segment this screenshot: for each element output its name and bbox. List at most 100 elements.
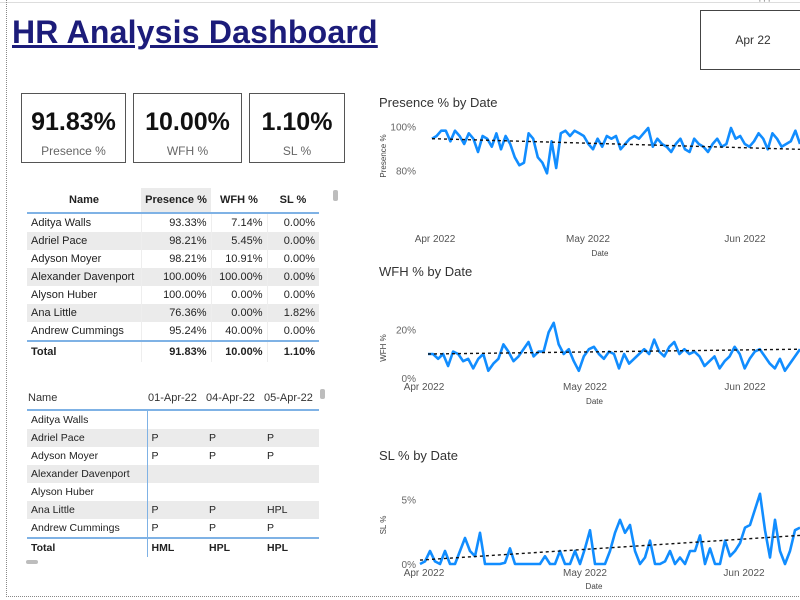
kpi-value: 91.83%: [31, 108, 116, 136]
table-row[interactable]: Alyson Huber: [27, 483, 319, 501]
x-axis-label: Date: [586, 397, 603, 406]
cell-status: P: [263, 429, 319, 447]
kpi-card-sl: 1.10% SL %: [249, 93, 345, 163]
sl-line-chart: 5% 0% SL % Apr 2022 May 2022 Jun 2022 Date: [379, 492, 800, 591]
canvas-border: [6, 0, 799, 597]
cell-name: Alyson Huber: [31, 486, 95, 498]
column-header-wfh[interactable]: WFH %: [211, 188, 267, 214]
table-row[interactable]: Ana Little 76.36% 0.00% 1.82%: [27, 304, 319, 322]
table-row[interactable]: Andrew Cummings P P P: [27, 519, 319, 538]
x-tick-label: Apr 2022: [404, 568, 445, 579]
y-tick-label: 0%: [402, 374, 417, 385]
cell-wfh: 10.91%: [210, 250, 267, 268]
cell-sl: 1.82%: [266, 304, 319, 322]
cell-presence: 93.33%: [140, 213, 211, 232]
cell-sl: 0.00%: [266, 268, 319, 286]
cell-wfh: 100.00%: [210, 268, 267, 286]
cell-wfh: 40.00%: [210, 322, 267, 341]
kpi-value: 1.10%: [261, 108, 333, 136]
cell-name: Adyson Moyer: [31, 253, 102, 265]
table-row[interactable]: Alexander Davenport 100.00% 100.00% 0.00%: [27, 268, 319, 286]
table2-scrollbar[interactable]: [320, 389, 325, 399]
cell-sl: 0.00%: [266, 286, 319, 304]
x-tick-label: Jun 2022: [723, 568, 765, 579]
x-tick-label: May 2022: [563, 568, 607, 579]
more-options-icon[interactable]: ···: [758, 0, 772, 7]
chart-title-sl: SL % by Date: [379, 448, 459, 463]
column-header-date[interactable]: 01-Apr-22: [147, 387, 205, 411]
total-sl: 1.10%: [266, 340, 319, 362]
kpi-label: Presence %: [41, 144, 106, 158]
month-slicer[interactable]: Apr 22: [700, 10, 800, 70]
column-header-presence[interactable]: Presence %: [141, 188, 211, 214]
cell-status: P: [267, 522, 275, 534]
cell-status: HPL: [263, 501, 319, 519]
column-header-name[interactable]: Name: [27, 188, 141, 214]
cell-name: Alexander Davenport: [27, 465, 147, 483]
column-header-sl[interactable]: SL %: [267, 188, 319, 214]
cell-sl: 0.00%: [266, 213, 319, 232]
cell-status: P: [205, 429, 263, 447]
table-row[interactable]: Andrew Cummings 95.24% 40.00% 0.00%: [27, 322, 319, 341]
column-header-name[interactable]: Name: [27, 387, 147, 411]
cell-presence: 95.24%: [140, 322, 211, 341]
total-wfh: 10.00%: [210, 340, 267, 362]
table-row[interactable]: Alexander Davenport: [27, 465, 319, 483]
table2-hscrollbar[interactable]: [26, 560, 38, 564]
kpi-value: 10.00%: [145, 108, 230, 136]
cell-name: Adriel Pace: [27, 429, 147, 447]
kpi-card-presence: 91.83% Presence %: [21, 93, 126, 163]
cell-wfh: 0.00%: [210, 286, 267, 304]
series-line[interactable]: [428, 321, 800, 373]
cell-status: P: [146, 501, 205, 519]
cell-wfh: 5.45%: [210, 232, 267, 250]
kpi-card-wfh: 10.00% WFH %: [133, 93, 242, 163]
cell-sl: 0.00%: [266, 250, 319, 268]
cell-name: Alyson Huber: [31, 289, 98, 301]
table-row[interactable]: Adriel Pace P P P: [27, 429, 319, 447]
cell-status: [146, 483, 205, 501]
table-row[interactable]: Adyson Moyer P P P: [27, 447, 319, 465]
presence-line-chart: 100% 80% Presence % Apr 2022 May 2022 Jun 202…: [379, 122, 800, 258]
cell-presence: 76.36%: [140, 304, 211, 322]
total-presence: 91.83%: [140, 340, 211, 362]
total-status: HML: [146, 537, 205, 557]
table-row[interactable]: Aditya Walls 93.33% 7.14% 0.00%: [27, 213, 319, 232]
column-header-date[interactable]: 05-Apr-22: [263, 387, 319, 411]
column-header-date[interactable]: 04-Apr-22: [205, 387, 263, 411]
x-tick-label: Jun 2022: [724, 382, 766, 393]
cell-status: P: [209, 522, 217, 534]
cell-wfh: 0.00%: [210, 304, 267, 322]
cell-name: Aditya Walls: [31, 414, 89, 426]
x-tick-label: Apr 2022: [404, 382, 445, 393]
x-tick-label: May 2022: [563, 382, 607, 393]
table-row[interactable]: Alyson Huber 100.00% 0.00% 0.00%: [27, 286, 319, 304]
table-row[interactable]: Ana Little P P HPL: [27, 501, 319, 519]
table-row[interactable]: Adyson Moyer 98.21% 10.91% 0.00%: [27, 250, 319, 268]
table-row[interactable]: Aditya Walls: [27, 410, 319, 429]
chart-title-wfh: WFH % by Date: [379, 264, 473, 279]
cell-name: Andrew Cummings: [31, 325, 124, 337]
total-status: HPL: [263, 537, 319, 557]
series-line[interactable]: [431, 126, 800, 175]
cell-status: P: [146, 519, 205, 538]
table1-scrollbar[interactable]: [333, 190, 338, 201]
x-tick-label: Jun 2022: [724, 234, 766, 245]
y-axis-label: Presence %: [379, 134, 388, 177]
cell-name: Aditya Walls: [31, 217, 92, 229]
cell-status: P: [267, 450, 275, 462]
cell-status: [146, 465, 205, 483]
cell-status: P: [146, 429, 205, 447]
cell-status: [205, 465, 263, 483]
trend-line: [427, 348, 800, 355]
y-tick-label: 20%: [396, 325, 416, 336]
cell-name: Adyson Moyer: [31, 450, 99, 462]
attendance-matrix-table: Name 01-Apr-22 04-Apr-22 05-Apr-22 Adity…: [27, 387, 319, 557]
total-row: Total HML HPL HPL: [27, 537, 319, 557]
kpi-label: WFH %: [166, 144, 209, 158]
chart-title-presence: Presence % by Date: [379, 95, 498, 110]
table-row[interactable]: Adriel Pace 98.21% 5.45% 0.00%: [27, 232, 319, 250]
employee-summary-table: Name Presence % WFH % SL % Aditya Walls 9…: [27, 188, 319, 362]
x-axis-label: Date: [586, 582, 603, 591]
series-line[interactable]: [419, 492, 800, 566]
